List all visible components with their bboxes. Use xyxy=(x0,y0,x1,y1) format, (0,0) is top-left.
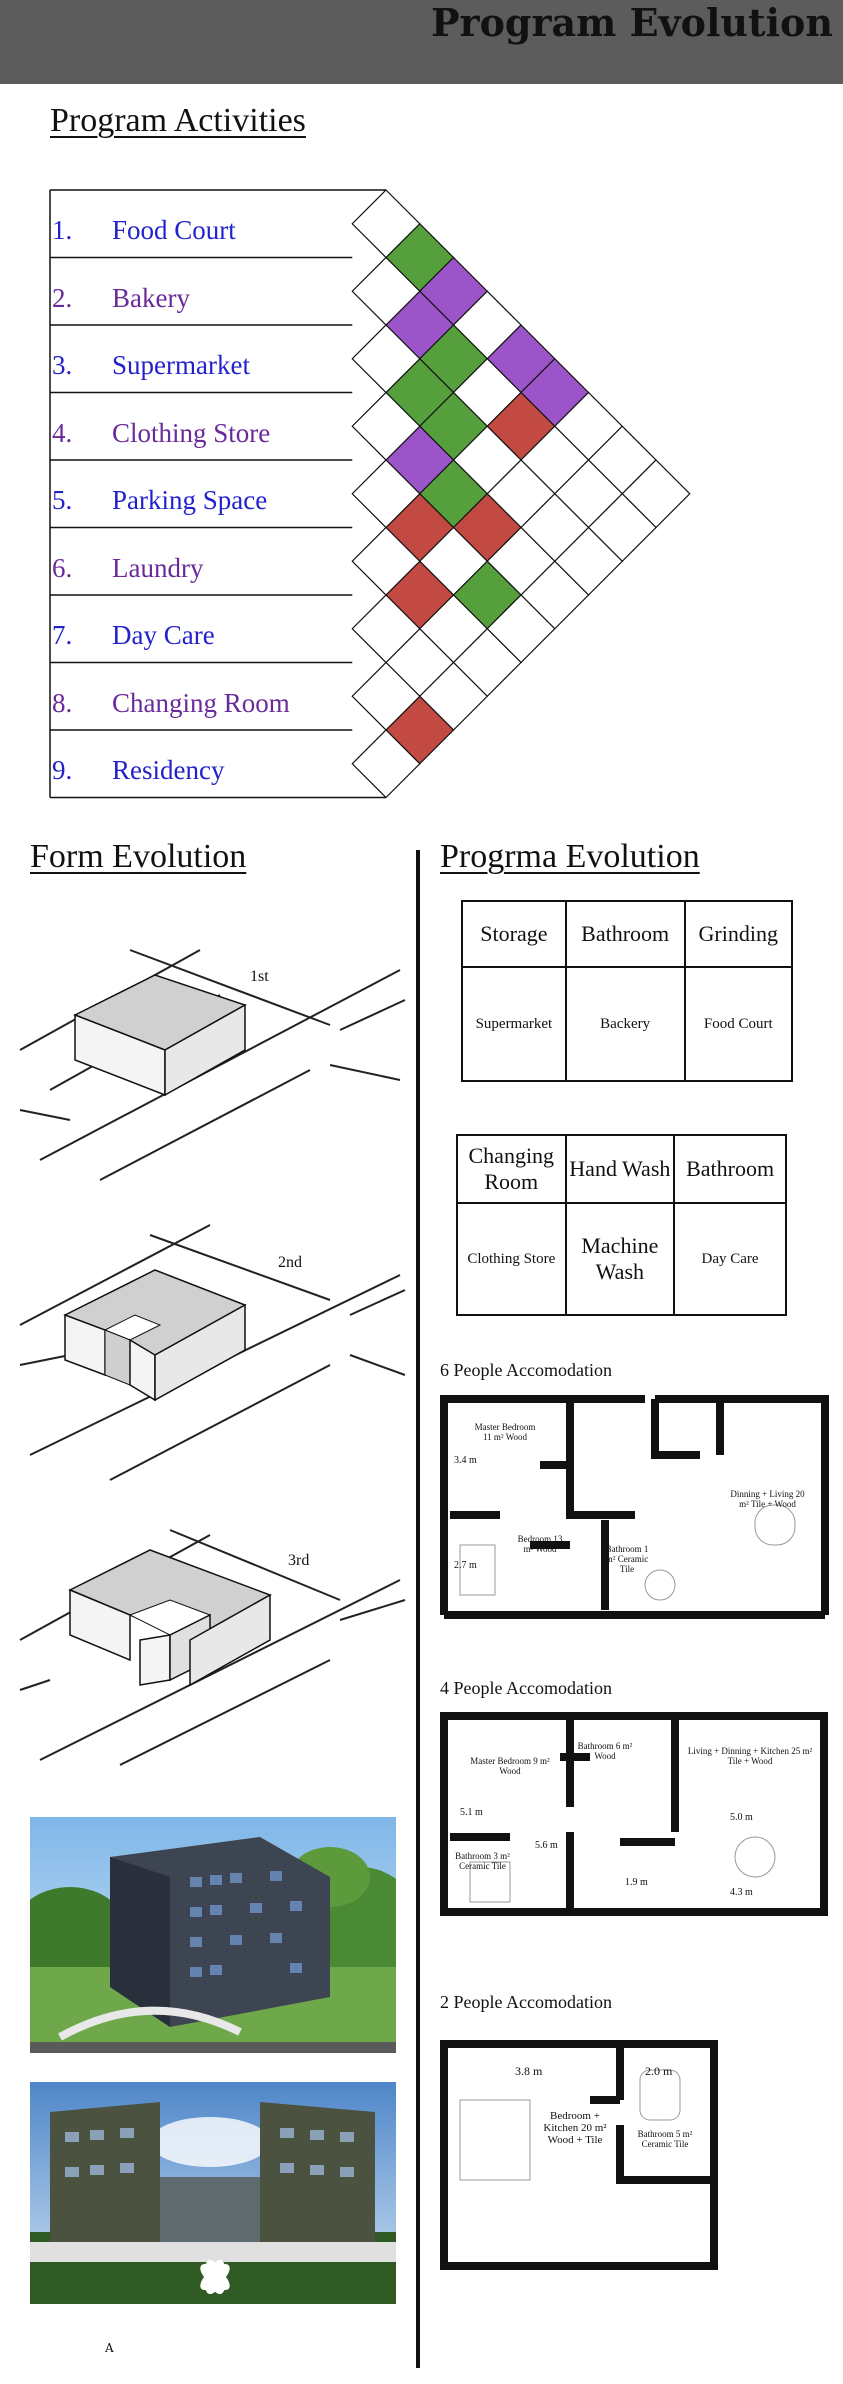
plan4-room-2: Bathroom 6 m² Wood xyxy=(577,1741,633,1761)
matrix-row-marker xyxy=(351,729,421,799)
plan-6-people: Master Bedroom 11 m² Wood Bedroom 13 m² … xyxy=(440,1395,830,1620)
table1-cell-2: Backery xyxy=(564,966,686,1082)
activity-label: Food Court xyxy=(112,215,236,245)
building-render-2 xyxy=(30,2082,396,2304)
activity-label: Parking Space xyxy=(112,485,268,515)
activity-number: 1. xyxy=(52,215,73,245)
plan4-room-3: Living + Dinning + Kitchen 25 m² Tile + … xyxy=(687,1746,813,1766)
footnote-mark: A xyxy=(105,2341,114,2355)
activity-label: Laundry xyxy=(112,552,204,583)
activity-label: Supermarket xyxy=(112,350,250,380)
program-table-2: Changing Room Hand Wash Bathroom Clothin… xyxy=(456,1134,787,1316)
table1-cell-3: Food Court xyxy=(683,966,794,1082)
matrix-list-frame xyxy=(49,189,386,799)
activity-number: 4. xyxy=(52,417,73,448)
vertical-divider xyxy=(416,850,420,2368)
plan4-dim-5: 4.3 m xyxy=(730,1887,753,1898)
plan-6-title: 6 People Accomodation xyxy=(440,1360,612,1380)
table1-header-2: Bathroom xyxy=(564,900,686,968)
form-stage-3-label: 3rd xyxy=(288,1552,310,1569)
plan4-room-1: Master Bedroom 9 m² Wood xyxy=(470,1756,550,1776)
activity-label: Day Care xyxy=(112,620,215,650)
plan6-dim-2: 2.7 m xyxy=(454,1560,477,1571)
activity-label: Bakery xyxy=(112,282,190,313)
table2-cell-3: Day Care xyxy=(673,1202,787,1316)
activities-title: Program Activities xyxy=(50,102,306,139)
activity-number: 2. xyxy=(52,282,73,313)
form-stage-1-label: 1st xyxy=(250,968,269,985)
activity-number: 5. xyxy=(52,485,73,515)
plan6-room-1: Master Bedroom 11 m² Wood xyxy=(474,1422,536,1442)
table1-header-3: Grinding xyxy=(683,900,794,968)
form-stage-1-diagram xyxy=(19,949,406,1181)
plan-2-title: 2 People Accomodation xyxy=(440,1992,612,2012)
activity-number: 8. xyxy=(52,687,73,718)
plan6-room-3: Bathroom 1 m² Ceramic Tile xyxy=(605,1544,649,1574)
activity-number: 9. xyxy=(52,755,73,785)
activity-number: 7. xyxy=(52,620,73,650)
plan4-dim-4: 5.0 m xyxy=(730,1812,753,1823)
building-render-1 xyxy=(30,1817,396,2053)
table1-cell-1: Supermarket xyxy=(461,966,567,1082)
plan6-dim-1: 3.4 m xyxy=(454,1455,477,1466)
program-evolution-title: Progrma Evolution xyxy=(440,838,700,875)
plan4-dim-2: 5.6 m xyxy=(535,1840,558,1851)
plan-4-title: 4 People Accomodation xyxy=(440,1678,612,1698)
form-evolution-title: Form Evolution xyxy=(30,838,247,875)
table1-header-1: Storage xyxy=(461,900,567,968)
plan2-room-2: Bathroom 5 m² Ceramic Tile xyxy=(637,2129,693,2149)
plan-2-people: Bedroom + Kitchen 20 m² Wood + Tile Bath… xyxy=(440,2040,720,2270)
program-table-1: Storage Bathroom Grinding Supermarket Ba… xyxy=(461,900,794,1082)
table2-cell-2: Machine Wash xyxy=(564,1202,676,1316)
activity-number: 6. xyxy=(52,552,73,583)
plan6-room-2: Bedroom 13 m² Wood xyxy=(517,1534,563,1554)
plan2-dim-2: 2.0 m xyxy=(645,2064,673,2078)
plan6-room-4: Dinning + Living 20 m² Tile + Wood xyxy=(730,1489,805,1509)
activity-label: Residency xyxy=(112,755,225,785)
plan4-dim-3: 1.9 m xyxy=(625,1877,648,1888)
page-title: Program Evolution xyxy=(430,0,833,45)
table2-cell-1: Clothing Store xyxy=(456,1202,567,1316)
form-stage-2-label: 2nd xyxy=(278,1254,302,1271)
activity-number: 3. xyxy=(52,350,73,380)
plan2-dim-1: 3.8 m xyxy=(515,2064,543,2078)
plan2-room-1: Bedroom + Kitchen 20 m² Wood + Tile xyxy=(543,2110,607,2147)
plan4-room-4: Bathroom 3 m² Ceramic Tile xyxy=(455,1851,510,1871)
plan-4-people: Master Bedroom 9 m² Wood Bathroom 6 m² W… xyxy=(440,1712,830,1917)
table2-header-3: Bathroom xyxy=(673,1134,787,1204)
plan4-dim-1: 5.1 m xyxy=(460,1807,483,1818)
activity-label: Changing Room xyxy=(112,687,290,718)
table2-header-1: Changing Room xyxy=(456,1134,567,1204)
form-stage-2-diagram xyxy=(19,1224,406,1481)
header-bar: Program Evolution xyxy=(0,0,843,84)
form-stage-3-diagram xyxy=(19,1529,406,1766)
activity-matrix xyxy=(49,189,691,799)
matrix-grid xyxy=(351,189,691,799)
table2-header-2: Hand Wash xyxy=(564,1134,676,1204)
activity-label: Clothing Store xyxy=(112,417,271,448)
